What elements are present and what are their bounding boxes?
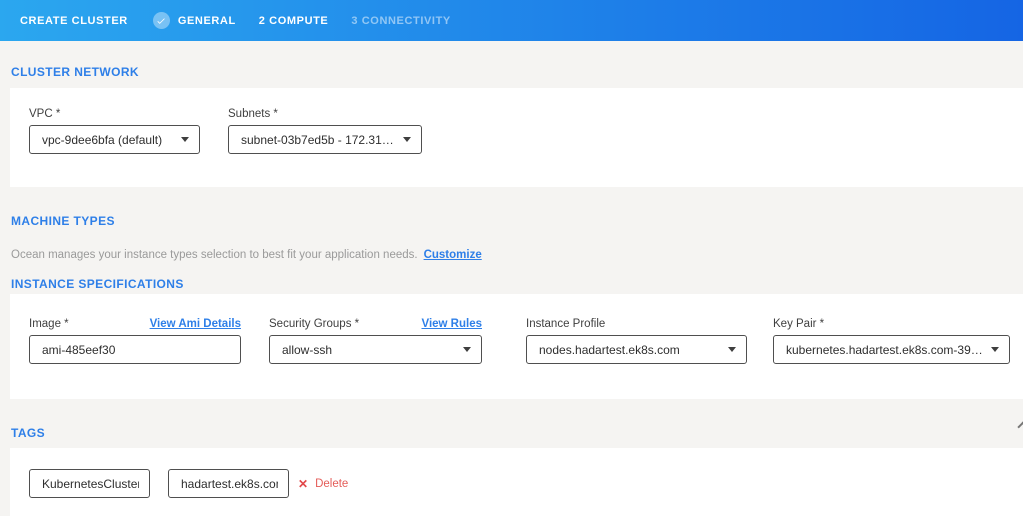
subnets-selected-value: subnet-03b7ed5b - 172.31.0.0/20 ...: [241, 132, 397, 147]
chevron-down-icon: [403, 137, 411, 142]
section-title-instance-specifications: INSTANCE SPECIFICATIONS: [11, 277, 184, 291]
cluster-network-card: VPC * vpc-9dee6bfa (default) Subnets * s…: [10, 88, 1023, 187]
key-pair-selected-value: kubernetes.hadartest.ek8s.com-39:84:a5:9…: [786, 342, 985, 357]
section-title-tags: TAGS: [11, 426, 46, 440]
view-rules-link[interactable]: View Rules: [421, 318, 482, 330]
check-circle-icon: [152, 12, 170, 29]
instance-specifications-card: Image * View Ami Details Security Groups…: [10, 294, 1023, 399]
key-pair-field: Key Pair * kubernetes.hadartest.ek8s.com…: [773, 318, 1010, 364]
tag-key-input[interactable]: [29, 469, 150, 498]
security-groups-label: Security Groups *: [269, 318, 360, 330]
vpc-label-row: VPC *: [29, 108, 200, 120]
delete-tag-button[interactable]: ✕ Delete: [298, 478, 348, 490]
vpc-selected-value: vpc-9dee6bfa (default): [42, 132, 163, 147]
wizard-steps: GENERAL 2 COMPUTE 3 CONNECTIVITY: [152, 12, 474, 29]
instance-profile-label-row: Instance Profile: [526, 318, 747, 330]
security-groups-select[interactable]: allow-ssh: [269, 335, 482, 364]
key-pair-label: Key Pair *: [773, 318, 825, 330]
vpc-select[interactable]: vpc-9dee6bfa (default): [29, 125, 200, 154]
chevron-down-icon: [728, 347, 736, 352]
image-field: Image * View Ami Details: [29, 318, 241, 364]
wizard-title: CREATE CLUSTER: [20, 14, 128, 27]
network-fields-row: VPC * vpc-9dee6bfa (default) Subnets * s…: [29, 108, 1023, 154]
instance-profile-label: Instance Profile: [526, 318, 606, 330]
instance-profile-field: Instance Profile nodes.hadartest.ek8s.co…: [526, 318, 747, 364]
instance-profile-select[interactable]: nodes.hadartest.ek8s.com: [526, 335, 747, 364]
machine-types-description: Ocean manages your instance types select…: [0, 249, 1023, 261]
tab-connectivity-label: 3 CONNECTIVITY: [351, 14, 451, 27]
image-label-row: Image * View Ami Details: [29, 318, 241, 330]
tab-general[interactable]: GENERAL: [152, 12, 236, 29]
key-pair-select[interactable]: kubernetes.hadartest.ek8s.com-39:84:a5:9…: [773, 335, 1010, 364]
tag-row: ✕ Delete: [29, 469, 1023, 498]
vpc-label: VPC *: [29, 108, 61, 120]
tab-compute-label: 2 COMPUTE: [258, 14, 329, 27]
subnets-label: Subnets *: [228, 108, 278, 120]
wizard-header: CREATE CLUSTER GENERAL 2 COMPUTE 3 CONNE…: [0, 0, 1023, 41]
security-groups-label-row: Security Groups * View Rules: [269, 318, 482, 330]
image-label: Image *: [29, 318, 69, 330]
chevron-down-icon: [181, 137, 189, 142]
section-title-cluster-network: CLUSTER NETWORK: [11, 65, 139, 79]
tag-value-input[interactable]: [168, 469, 289, 498]
security-groups-selected-value: allow-ssh: [282, 342, 333, 357]
image-input[interactable]: [29, 335, 241, 364]
subnets-select[interactable]: subnet-03b7ed5b - 172.31.0.0/20 ...: [228, 125, 422, 154]
tags-card: ✕ Delete: [10, 448, 1023, 516]
customize-link[interactable]: Customize: [423, 249, 482, 261]
instance-profile-selected-value: nodes.hadartest.ek8s.com: [539, 342, 680, 357]
checkmark-icon: [157, 17, 166, 24]
tab-general-label: GENERAL: [177, 14, 236, 27]
specs-fields-row: Image * View Ami Details Security Groups…: [29, 318, 1023, 364]
view-ami-details-link[interactable]: View Ami Details: [149, 318, 241, 330]
key-pair-label-row: Key Pair *: [773, 318, 1010, 330]
machine-types-description-text: Ocean manages your instance types select…: [11, 249, 418, 261]
delete-tag-label: Delete: [315, 477, 349, 490]
security-groups-field: Security Groups * View Rules allow-ssh: [269, 318, 482, 364]
tab-compute[interactable]: 2 COMPUTE: [259, 15, 329, 27]
chevron-down-icon: [463, 347, 471, 352]
subnets-label-row: Subnets *: [228, 108, 422, 120]
delete-x-icon: ✕: [298, 476, 309, 491]
chevron-down-icon: [991, 347, 999, 352]
subnets-field: Subnets * subnet-03b7ed5b - 172.31.0.0/2…: [228, 108, 422, 154]
section-title-machine-types: MACHINE TYPES: [11, 214, 115, 228]
vpc-field: VPC * vpc-9dee6bfa (default): [29, 108, 200, 154]
tab-connectivity[interactable]: 3 CONNECTIVITY: [351, 15, 450, 27]
